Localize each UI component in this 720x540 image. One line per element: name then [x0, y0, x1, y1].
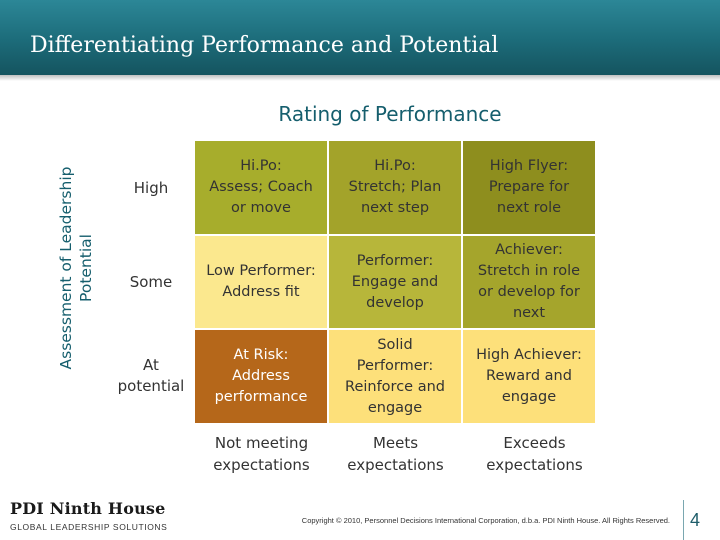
cell-text: Stretch in role or develop for next — [477, 263, 581, 321]
grid-cell: Low Performer: Address fit — [195, 236, 327, 328]
column-label-exceeds: Exceeds expectations — [486, 434, 583, 474]
cell-title: At Risk: — [233, 347, 289, 363]
column-label-not-meeting: Not meeting expectations — [213, 434, 310, 474]
cell-text: Stretch; Plan next step — [348, 179, 442, 216]
performance-potential-grid: Hi.Po: Assess; Coach or move Hi.Po: Stretc… — [195, 141, 595, 423]
column-label-meets: Meets expectations — [347, 434, 444, 474]
logo-tagline: GLOBAL LEADERSHIP SOLUTIONS — [10, 522, 168, 532]
row-label-at-potential: At potential — [117, 356, 185, 395]
company-logo: PDI Ninth House GLOBAL LEADERSHIP SOLUTI… — [10, 499, 180, 533]
cell-title: Solid Performer: — [356, 336, 434, 374]
copyright-notice: Copyright © 2010, Personnel Decisions In… — [301, 516, 670, 525]
grid-cell: High Achiever: Reward and engage — [463, 330, 595, 423]
cell-text: Address performance — [214, 368, 308, 405]
cell-text: Prepare for next role — [488, 179, 570, 216]
title-bar-shadow — [0, 75, 720, 81]
grid-cell: At Risk: Address performance — [195, 330, 327, 423]
grid-cell: Achiever: Stretch in role or develop for … — [463, 236, 595, 328]
page-number: 4 — [690, 510, 701, 530]
title-bar: Differentiating Performance and Potentia… — [0, 0, 720, 81]
cell-title: Low Performer: — [206, 263, 316, 279]
cell-title: Performer: — [356, 252, 434, 269]
row-label-high: High — [133, 178, 169, 197]
cell-text: Address fit — [222, 284, 300, 300]
grid-cell: High Flyer: Prepare for next role — [463, 141, 595, 234]
cell-text: Engage and develop — [351, 273, 439, 311]
grid-cell: Performer: Engage and develop — [329, 236, 461, 328]
cell-text: Reinforce and engage — [345, 378, 445, 416]
cell-title: High Flyer: — [489, 158, 569, 174]
footer-divider — [683, 500, 684, 540]
grid-cell: Solid Performer: Reinforce and engage — [329, 330, 461, 423]
logo-name: PDI Ninth House — [10, 499, 166, 518]
row-axis-heading: Assessment of Leadership Potential — [46, 145, 106, 395]
grid-cell: Hi.Po: Stretch; Plan next step — [329, 141, 461, 234]
row-label-some: Some — [129, 272, 173, 291]
cell-text: Reward and engage — [486, 368, 572, 405]
cell-title: Hi.Po: — [374, 158, 416, 174]
cell-title: Hi.Po: — [240, 158, 282, 174]
cell-title: Achiever: — [495, 242, 563, 258]
grid-cell: Hi.Po: Assess; Coach or move — [195, 141, 327, 234]
cell-title: High Achiever: — [476, 347, 582, 363]
slide-title: Differentiating Performance and Potentia… — [30, 33, 499, 58]
row-axis-heading-text: Assessment of Leadership Potential — [57, 166, 95, 370]
column-axis-heading: Rating of Performance — [278, 102, 502, 126]
cell-text: Assess; Coach or move — [209, 179, 313, 216]
